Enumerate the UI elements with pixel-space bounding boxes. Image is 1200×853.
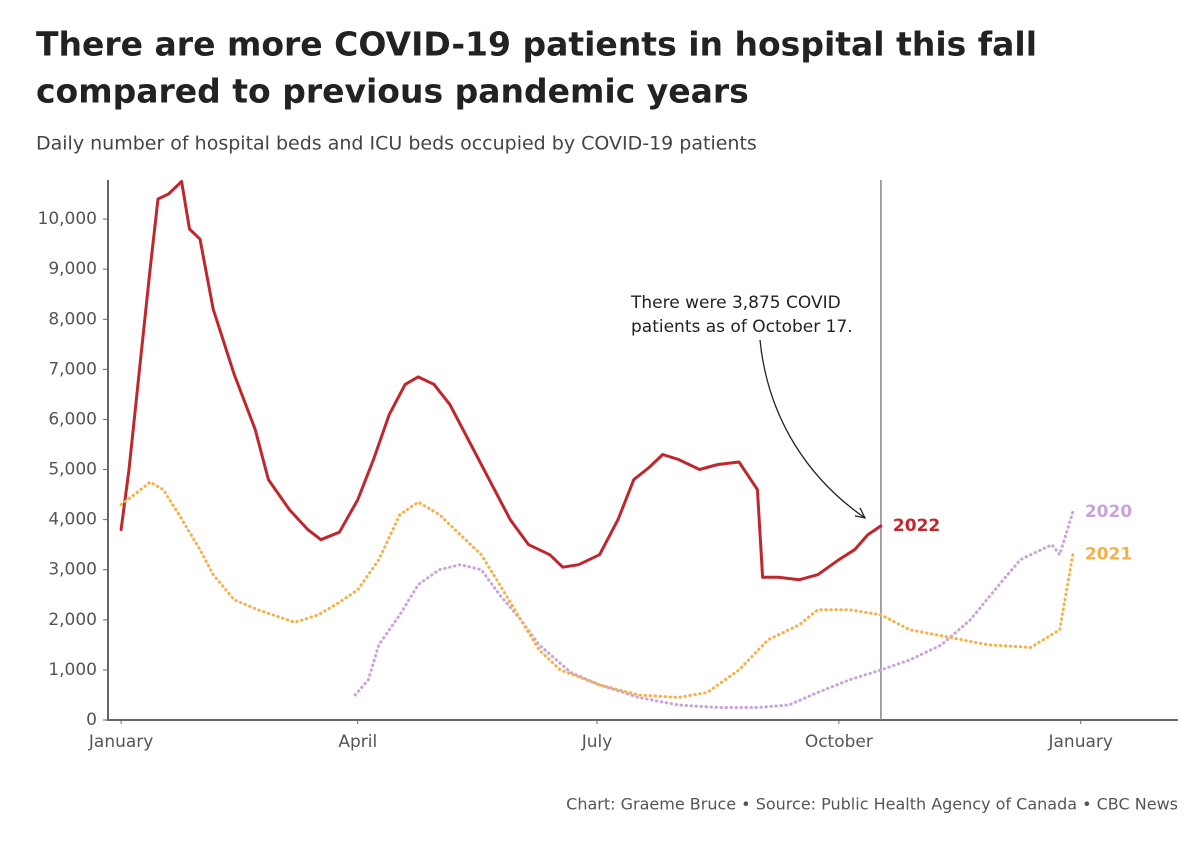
chart-title-line: compared to previous pandemic years [36, 72, 749, 111]
x-tick-label: July [581, 732, 613, 752]
y-tick-label: 4,000 [48, 510, 97, 530]
x-tick-label: October [805, 732, 873, 752]
annotation-text: patients as of October 17. [631, 317, 853, 337]
annotation-text: There were 3,875 COVID [630, 293, 841, 313]
annotation-arrow [759, 339, 866, 519]
series-line [353, 510, 1075, 709]
series-label: 2020 [1085, 502, 1132, 522]
y-tick-label: 10,000 [38, 209, 97, 229]
series-label: 2022 [893, 516, 940, 536]
x-tick-label: April [338, 732, 377, 752]
chart-subtitle: Daily number of hospital beds and ICU be… [36, 133, 757, 155]
y-tick-label: 1,000 [48, 660, 97, 680]
y-tick-label: 0 [86, 710, 97, 730]
y-tick-label: 2,000 [48, 610, 97, 630]
chart-title-line: There are more COVID-19 patients in hosp… [36, 25, 1037, 64]
y-tick-label: 3,000 [48, 560, 97, 580]
y-tick-label: 9,000 [48, 259, 97, 279]
series-line [119, 480, 1075, 699]
x-tick-label: January [88, 732, 153, 752]
y-tick-label: 7,000 [48, 359, 97, 379]
y-tick-label: 5,000 [48, 460, 97, 480]
y-tick-label: 8,000 [48, 309, 97, 329]
annotation-arrowhead [854, 507, 867, 519]
y-tick-label: 6,000 [48, 409, 97, 429]
source: Chart: Graeme Bruce • Source: Public Hea… [566, 795, 1178, 814]
series-label: 2021 [1085, 545, 1132, 565]
x-tick-label: January [1048, 732, 1113, 752]
series-line [119, 180, 883, 582]
